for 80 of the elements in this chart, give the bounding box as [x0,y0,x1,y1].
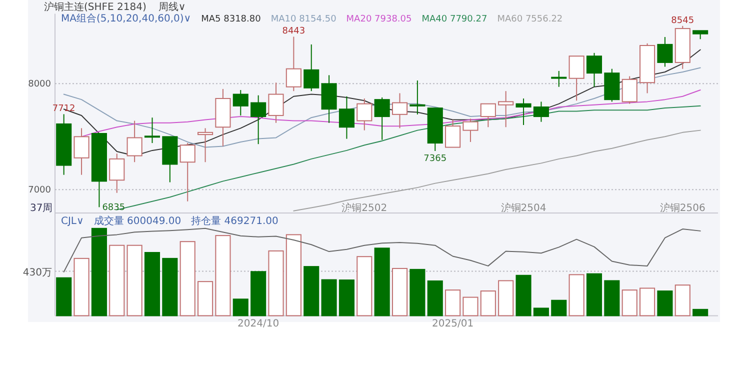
candlestick [516,98,532,126]
x-tick-label: 沪铜2506 [660,202,706,214]
bar [480,290,496,316]
annotation: 8443 [282,26,306,37]
text: MA5 8318.80 [201,14,262,25]
bar [410,268,426,316]
bar [144,252,160,316]
bar [374,248,390,316]
annotation: 8545 [671,16,694,26]
text: MA20 7938.05 [346,14,412,25]
bar [551,300,567,316]
candlestick [268,82,284,124]
candlestick [338,96,354,140]
candlestick [392,92,408,129]
bar [304,266,320,316]
bar [533,308,549,316]
text: MA60 7556.22 [497,14,563,25]
candlestick [533,101,549,122]
bar [356,256,372,316]
bar [74,258,90,316]
bar [462,296,478,316]
bar [586,273,602,316]
bar [657,290,673,316]
candlestick [622,76,638,104]
candlestick [109,153,125,194]
bar [286,234,302,316]
bar [198,281,214,316]
bar [250,271,266,316]
candlestick [356,98,372,131]
bar [640,288,656,316]
candlestick [321,74,337,124]
x-tick-label: 沪铜2504 [500,202,546,214]
bar [622,290,638,316]
bar [516,274,532,316]
bar [56,277,72,316]
annotation: 6835 [102,203,126,214]
bar [692,308,708,316]
bar [427,280,443,316]
y-tick-label: 7000 [28,186,52,196]
text: CJL∨ [61,216,84,227]
bar [232,298,248,316]
text: 持仓量 469271.00 [191,215,278,227]
y-tick-label: 8000 [28,80,52,90]
bar [321,279,337,316]
bar [180,241,196,316]
x-tick-label: 2025/01 [432,318,474,330]
bar [215,235,231,316]
bar [445,290,461,316]
bar [109,244,125,316]
chart-subtitle: 周线∨ [158,1,186,13]
text: MA10 8154.50 [270,14,337,25]
text: MA40 7790.27 [422,14,488,25]
bar [568,274,584,316]
bar [392,268,408,316]
ref-line-label: 430万 [22,267,52,278]
text: 成交量 600049.00 [94,215,182,227]
candlestick [56,114,72,176]
chart-title: 沪铜主连(SHFE 2184) [44,1,146,13]
bar [674,284,690,316]
bar [126,244,142,316]
bar [498,280,514,316]
x-tick-label: 沪铜2502 [342,202,388,214]
bar [604,280,620,316]
bar [91,228,107,316]
candlestick [215,88,231,147]
candlestick [462,118,478,142]
candlestick [74,128,90,176]
x-tick-label: 2024/10 [238,318,280,330]
annotation: 7712 [52,104,76,114]
bar [162,258,178,316]
candlestick [410,80,426,115]
candlestick [232,90,248,116]
bar [268,250,284,316]
candlestick [498,90,514,128]
text: 37周 [30,203,53,214]
candlestick [198,128,214,163]
candlestick [551,70,567,88]
bar [338,279,354,316]
annotation: MA组合(5,10,20,40,60,0)∨ [61,12,192,25]
annotation: 7365 [424,154,447,164]
